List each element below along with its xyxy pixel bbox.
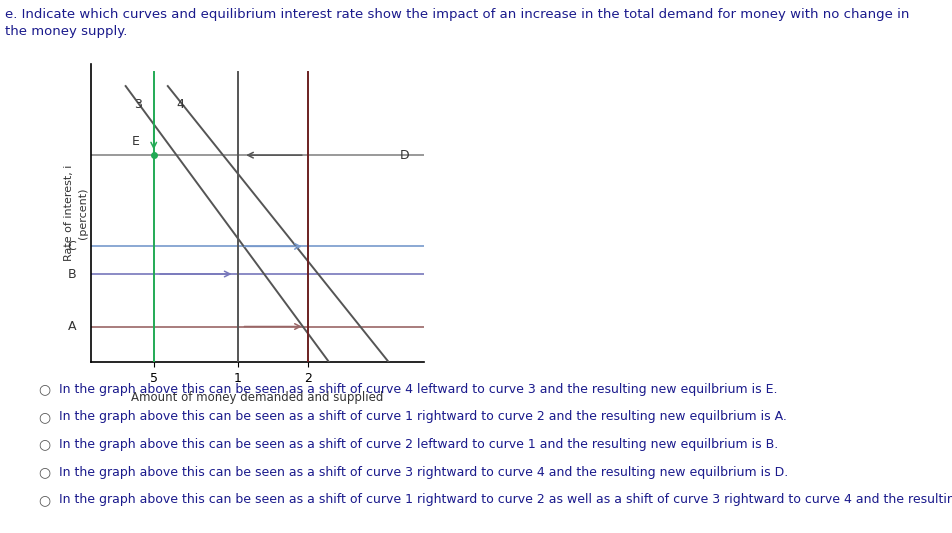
Text: ○: ○ [38,438,50,451]
Text: 4: 4 [176,98,184,111]
Text: In the graph above this can be seen as a shift of curve 1 rightward to curve 2 a: In the graph above this can be seen as a… [59,410,786,423]
X-axis label: Amount of money demanded and supplied: Amount of money demanded and supplied [131,391,383,403]
Text: ○: ○ [38,465,50,479]
Text: ○: ○ [38,410,50,424]
Y-axis label: Rate of interest, i
(percent): Rate of interest, i (percent) [64,165,88,261]
Text: C: C [68,240,76,253]
Text: 3: 3 [134,98,142,111]
Text: ○: ○ [38,382,50,396]
Text: ○: ○ [38,493,50,507]
Text: In the graph above this can be seen as a shift of curve 1 rightward to curve 2 a: In the graph above this can be seen as a… [59,494,952,506]
Text: D: D [399,149,408,161]
Text: E: E [132,135,140,149]
Text: A: A [68,320,76,333]
Text: In the graph above this can be seen as a shift of curve 2 leftward to curve 1 an: In the graph above this can be seen as a… [59,438,778,451]
Text: B: B [68,268,76,280]
Text: e. Indicate which curves and equilibrium interest rate show the impact of an inc: e. Indicate which curves and equilibrium… [5,8,908,38]
Text: In the graph above this can be seen as a shift of curve 3 rightward to curve 4 a: In the graph above this can be seen as a… [59,466,787,479]
Text: In the graph above this can be seen as a shift of curve 4 leftward to curve 3 an: In the graph above this can be seen as a… [59,383,777,395]
